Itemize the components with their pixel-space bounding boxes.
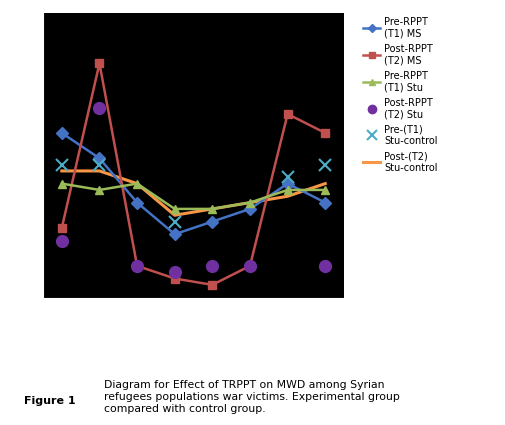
Text: Diagram for Effect of TRPPT on MWD among Syrian
refugees populations war victims: Diagram for Effect of TRPPT on MWD among…: [104, 380, 399, 414]
Text: Figure 1: Figure 1: [23, 396, 75, 405]
Legend: Pre-RPPT
(T1) MS, Post-RPPT
(T2) MS, Pre-RPPT
(T1) Stu, Post-RPPT
(T2) Stu, Pre-: Pre-RPPT (T1) MS, Post-RPPT (T2) MS, Pre…: [360, 15, 439, 175]
